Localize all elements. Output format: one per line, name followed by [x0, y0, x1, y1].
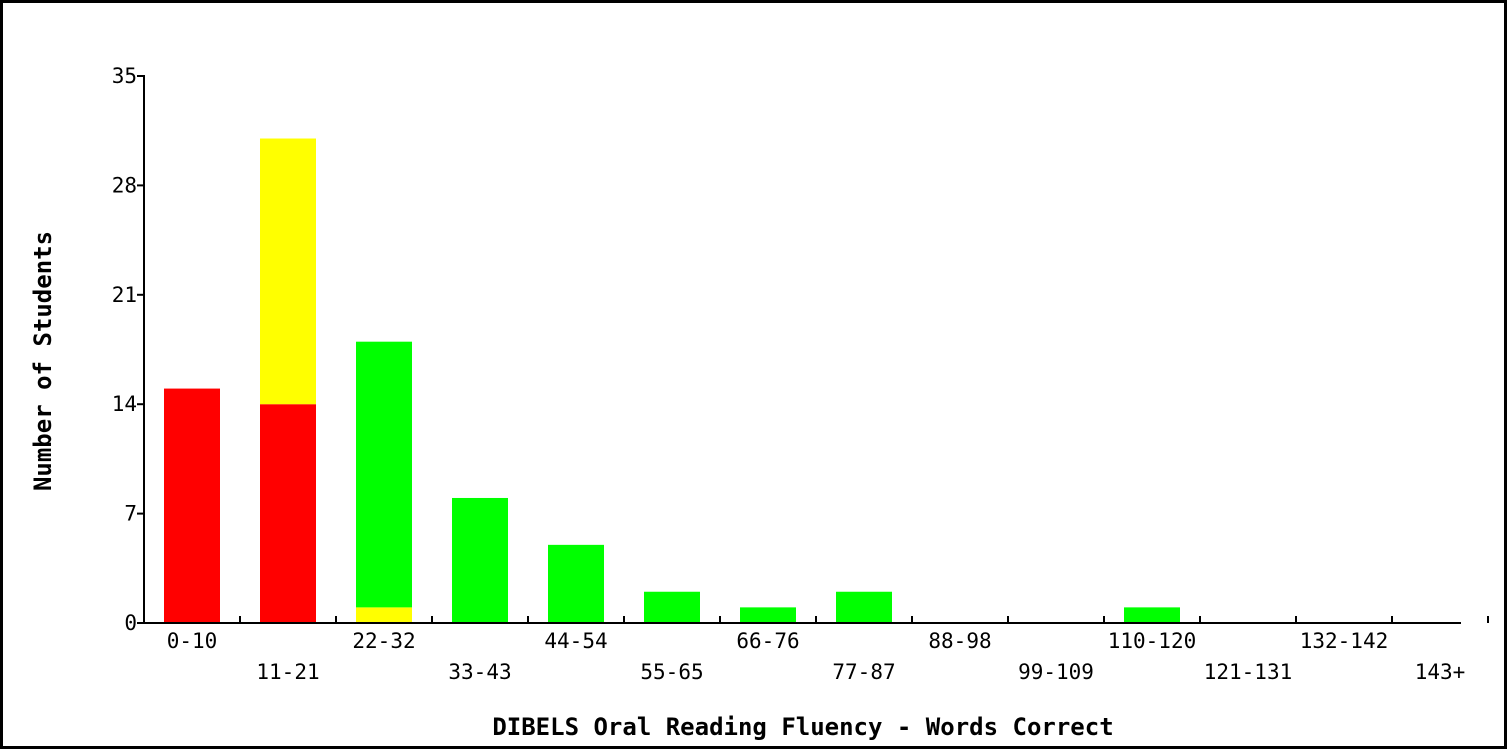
x-tick-label: 143+ [1415, 660, 1466, 684]
x-axis-title: DIBELS Oral Reading Fluency - Words Corr… [492, 713, 1113, 741]
x-tick-label: 66-76 [736, 629, 799, 653]
x-tick-label: 121-131 [1204, 660, 1293, 684]
x-tick-label: 110-120 [1108, 629, 1197, 653]
x-tick-label: 44-54 [544, 629, 607, 653]
bar-55-65-s2 [644, 591, 700, 623]
x-ticks-group: 0-10 11-21 22-32 33-43 44-54 55-65 66-76 77-87 8… [143, 616, 1489, 684]
bar-11-21-s1 [260, 138, 316, 405]
x-tick-label: 88-98 [928, 629, 991, 653]
x-tick-label: 22-32 [352, 629, 415, 653]
axes-group [143, 75, 1461, 624]
bar-22-32-s1 [356, 607, 412, 623]
bars-group [164, 138, 1180, 623]
y-tick-label: 0 [124, 611, 137, 635]
x-tick-label: 77-87 [832, 660, 895, 684]
bar-11-21-s0 [260, 404, 316, 623]
bar-chart: 0 7 14 21 28 35 0-10 11-21 22-32 33-43 44-54 55-65… [29, 64, 1489, 741]
y-tick-label: 35 [112, 64, 137, 88]
x-tick-label: 33-43 [448, 660, 511, 684]
bar-110-120-s2 [1124, 607, 1180, 623]
y-tick-label: 14 [112, 392, 137, 416]
y-tick-label: 21 [112, 283, 137, 307]
x-tick-label: 11-21 [256, 660, 319, 684]
y-ticks-group: 0 7 14 21 28 35 [112, 64, 144, 635]
y-tick-label: 28 [112, 173, 137, 197]
bar-77-87-s2 [836, 591, 892, 623]
bar-22-32-s2 [356, 341, 412, 608]
x-tick-label: 55-65 [640, 660, 703, 684]
bar-33-43-s2 [452, 497, 508, 623]
bar-44-54-s2 [548, 544, 604, 623]
x-tick-label: 132-142 [1300, 629, 1389, 653]
y-axis-title: Number of Students [29, 231, 57, 491]
bar-66-76-s2 [740, 607, 796, 623]
x-tick-label: 99-109 [1018, 660, 1094, 684]
bar-0-10-s0 [164, 388, 220, 623]
x-tick-label: 0-10 [167, 629, 218, 653]
y-tick-label: 7 [124, 502, 137, 526]
